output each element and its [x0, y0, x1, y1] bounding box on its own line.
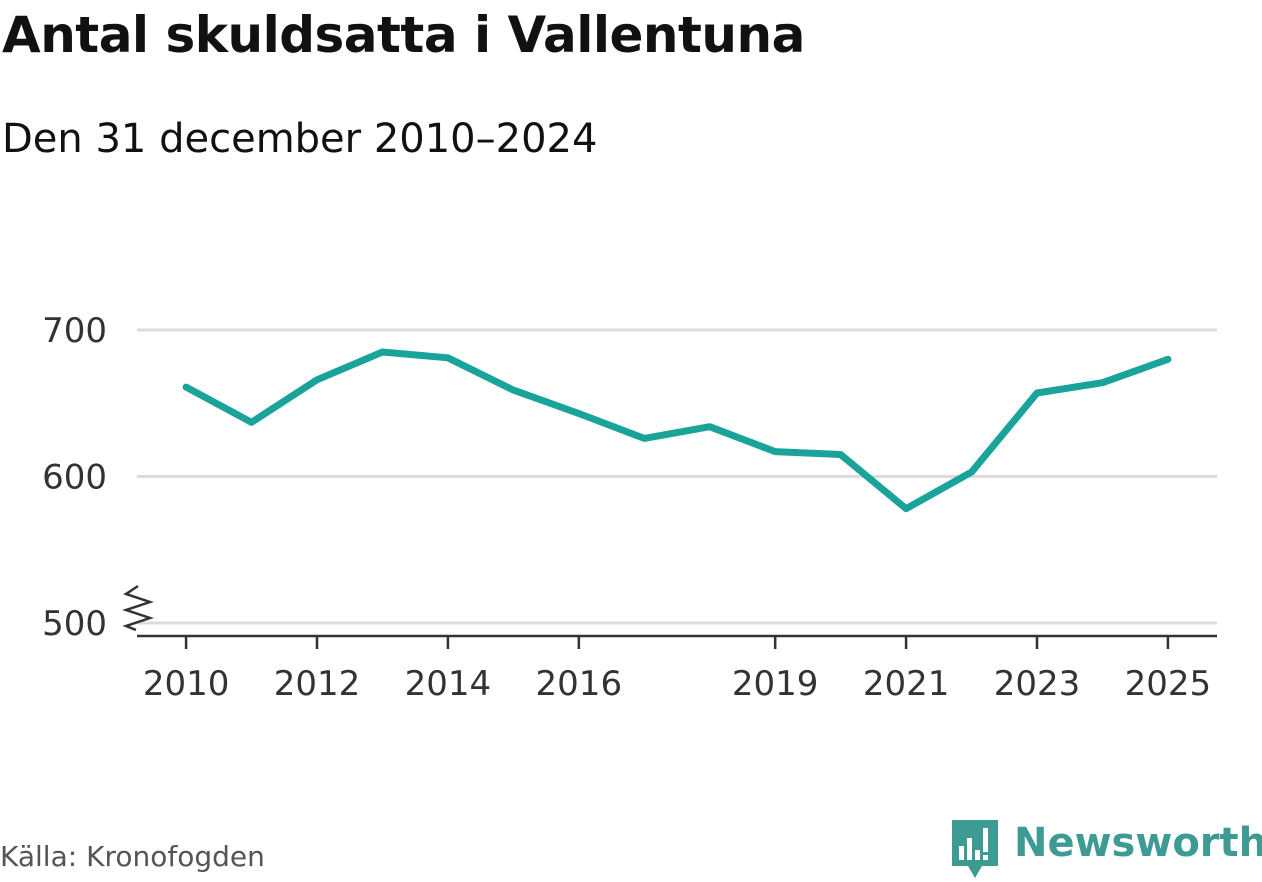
data-point-2020 — [840, 454, 842, 456]
x-tick-label-2025: 2025 — [1125, 664, 1212, 704]
chart-title: Antal skuldsatta i Vallentuna — [2, 6, 805, 64]
data-point-2011 — [251, 421, 253, 423]
data-point-2013 — [381, 351, 383, 353]
y-tick-label-600: 600 — [42, 458, 107, 498]
x-tick-label-2012: 2012 — [274, 664, 361, 704]
data-point-2018 — [709, 426, 711, 428]
data-point-2022 — [971, 471, 973, 473]
data-point-2025 — [1167, 358, 1169, 360]
brand-logo: Newsworthy — [950, 818, 1262, 882]
data-point-2023 — [1036, 392, 1038, 394]
chart-subtitle: Den 31 december 2010–2024 — [2, 116, 598, 162]
x-tick-label-2010: 2010 — [143, 664, 230, 704]
x-tick-label-2023: 2023 — [994, 664, 1081, 704]
x-tick-label-2014: 2014 — [405, 664, 492, 704]
data-point-2014 — [447, 357, 449, 359]
x-tick-label-2019: 2019 — [732, 664, 819, 704]
y-tick-label-500: 500 — [42, 604, 107, 644]
data-point-2019 — [774, 451, 776, 453]
data-point-2010 — [185, 386, 187, 388]
data-point-2017 — [643, 437, 645, 439]
source-label: Källa: Kronofogden — [0, 840, 265, 873]
data-point-2021 — [905, 508, 907, 510]
x-tick-label-2021: 2021 — [863, 664, 950, 704]
x-tick-label-2016: 2016 — [536, 664, 623, 704]
y-tick-label-700: 700 — [42, 311, 107, 351]
series-line-0 — [182, 348, 1172, 513]
data-point-2012 — [316, 379, 318, 381]
data-point-2024 — [1101, 382, 1103, 384]
data-point-2015 — [512, 389, 514, 391]
newsworthy-logo-icon — [952, 820, 998, 878]
data-point-2016 — [578, 413, 580, 415]
axis-break-icon — [122, 584, 154, 632]
brand-name: Newsworthy — [1014, 820, 1262, 866]
